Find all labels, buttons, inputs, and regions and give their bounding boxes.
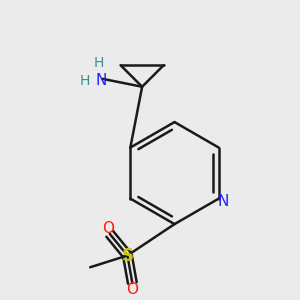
Text: H: H: [80, 74, 90, 88]
Text: S: S: [122, 247, 134, 265]
Text: O: O: [102, 220, 114, 236]
Text: H: H: [94, 56, 104, 70]
Text: N: N: [218, 194, 229, 209]
Text: O: O: [126, 282, 138, 297]
Text: N: N: [95, 74, 106, 88]
